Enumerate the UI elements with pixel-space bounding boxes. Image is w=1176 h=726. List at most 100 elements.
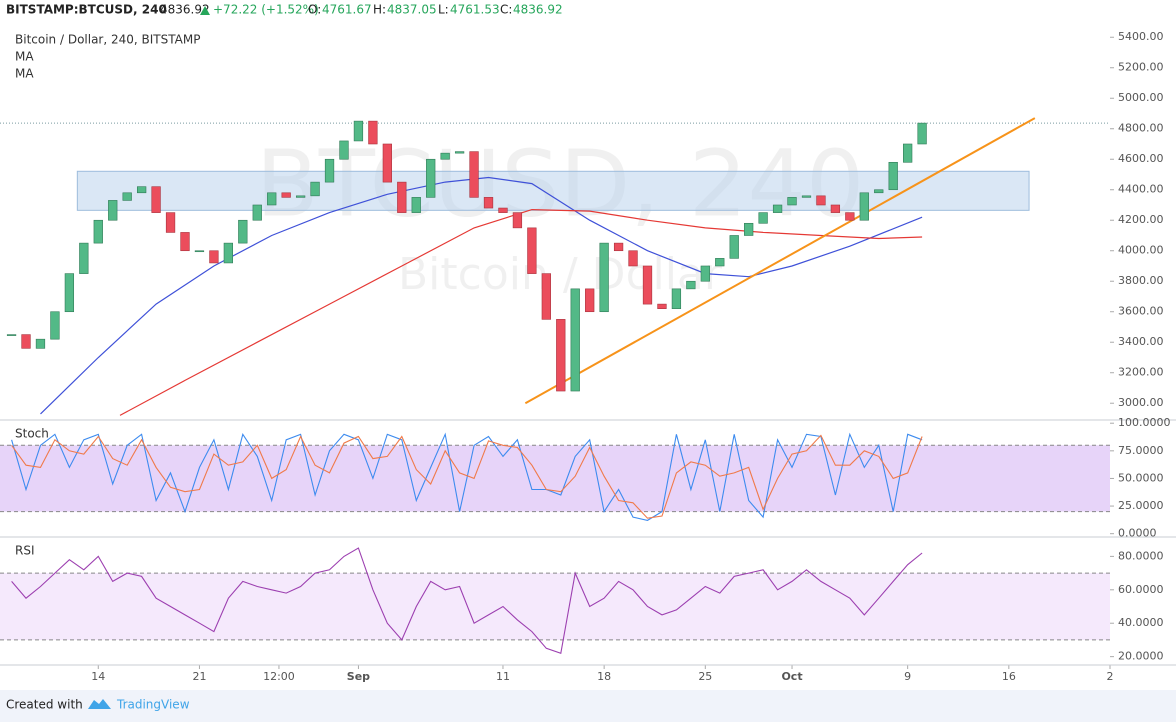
y-tick-label: 5200.00 (1118, 61, 1164, 74)
panel-title: RSI (15, 544, 35, 558)
y-tick-label: 3600.00 (1118, 305, 1164, 318)
x-tick-label: Sep (347, 670, 370, 683)
x-tick-label: 16 (1002, 670, 1016, 683)
candle (787, 197, 797, 206)
watermark-sub: Bitcoin / Dollar (398, 249, 723, 300)
x-tick-label: 9 (904, 670, 911, 683)
candle (267, 192, 277, 206)
candle (874, 189, 884, 194)
candle (295, 195, 306, 198)
y-tick-label: 5000.00 (1118, 91, 1164, 104)
candle (570, 288, 580, 392)
panel: BTCUSD, 240Bitcoin / Dollar 3000.00 3200.0… (0, 30, 1176, 421)
y-tick-label: 4000.00 (1118, 244, 1164, 257)
low-label: L: (438, 3, 449, 17)
candle (382, 143, 392, 183)
candle (859, 192, 869, 221)
footer-created: Created with (6, 698, 83, 712)
candle (585, 288, 595, 313)
resistance-zone (76, 170, 1030, 211)
candle (50, 311, 60, 340)
trendline (524, 117, 1036, 405)
legend-entry: MA (15, 50, 34, 64)
candle (64, 273, 75, 313)
candle (6, 334, 17, 336)
y-tick-label: 25.0000 (1118, 499, 1164, 512)
candle (353, 120, 364, 142)
moving-average (119, 208, 923, 416)
moving-average (40, 176, 923, 415)
x-tick-label: 18 (597, 670, 611, 683)
y-tick-label: 80.0000 (1118, 549, 1164, 562)
candle (310, 181, 320, 197)
candle (454, 151, 465, 154)
header: BITSTAMP:BTCUSD, 240 4836.92 +72.22 (+1.… (6, 3, 563, 17)
candle (137, 186, 147, 194)
y-tick-label: 40.0000 (1118, 616, 1164, 629)
candle (816, 195, 826, 206)
candle (440, 152, 450, 160)
last-price: 4836.92 (160, 3, 210, 17)
candle (194, 250, 205, 253)
candle (541, 273, 551, 320)
y-tick-label: 4200.00 (1118, 213, 1164, 226)
y-tick-label: 4800.00 (1118, 122, 1164, 135)
candle (93, 219, 103, 244)
candle (223, 242, 233, 264)
symbol: BITSTAMP:BTCUSD, 240 (6, 3, 167, 17)
footer-brand[interactable]: TradingView (116, 698, 190, 712)
candle (599, 242, 609, 313)
candle (801, 195, 812, 198)
panel: 0.0000 25.0000 50.0000 75.0000 100.0000 Stoch (0, 416, 1176, 540)
candle (527, 227, 537, 274)
y-tick-label: 4600.00 (1118, 152, 1164, 165)
candle (426, 158, 436, 198)
up-arrow (200, 6, 210, 15)
y-tick-label: 4400.00 (1118, 183, 1164, 196)
candle (657, 303, 667, 309)
high: 4837.05 (387, 3, 437, 17)
band (0, 445, 1110, 512)
plot-area (0, 432, 1110, 521)
candle (79, 242, 89, 274)
x-tick-label: 21 (192, 670, 206, 683)
candle (411, 197, 421, 213)
candle (671, 288, 682, 309)
x-tick-label: 11 (496, 670, 510, 683)
candle (772, 204, 783, 213)
x-tick-label: Oct (781, 670, 802, 683)
panel-title: Stoch (15, 427, 49, 441)
open-label: O: (308, 3, 321, 17)
candle (21, 334, 31, 349)
candle (483, 197, 494, 209)
close: 4836.92 (513, 3, 563, 17)
footer-bar (0, 690, 1176, 722)
candle (830, 204, 841, 213)
y-tick-label: 3000.00 (1118, 396, 1164, 409)
candle (469, 151, 479, 198)
x-tick-label: 25 (698, 670, 712, 683)
x-tick-label: 14 (91, 670, 105, 683)
candle (512, 212, 523, 229)
y-tick-label: 5400.00 (1118, 30, 1164, 43)
candle (397, 181, 407, 213)
candle (108, 200, 118, 221)
candle (715, 258, 725, 267)
candle (368, 120, 378, 145)
close-label: C: (500, 3, 512, 17)
candle (686, 280, 696, 290)
high-label: H: (373, 3, 386, 17)
x-tick-label: 12:00 (263, 670, 295, 683)
tv-logo (88, 699, 111, 709)
change: +72.22 (+1.52%) (213, 3, 319, 17)
y-tick-label: 100.0000 (1118, 416, 1171, 429)
candle (642, 265, 653, 305)
plot-area: BTCUSD, 240Bitcoin / Dollar (0, 117, 1110, 416)
candle (758, 212, 768, 224)
candle (238, 219, 248, 244)
y-tick-label: 50.0000 (1118, 471, 1164, 484)
candle (339, 140, 349, 160)
candle (498, 207, 508, 213)
candle (888, 161, 898, 191)
